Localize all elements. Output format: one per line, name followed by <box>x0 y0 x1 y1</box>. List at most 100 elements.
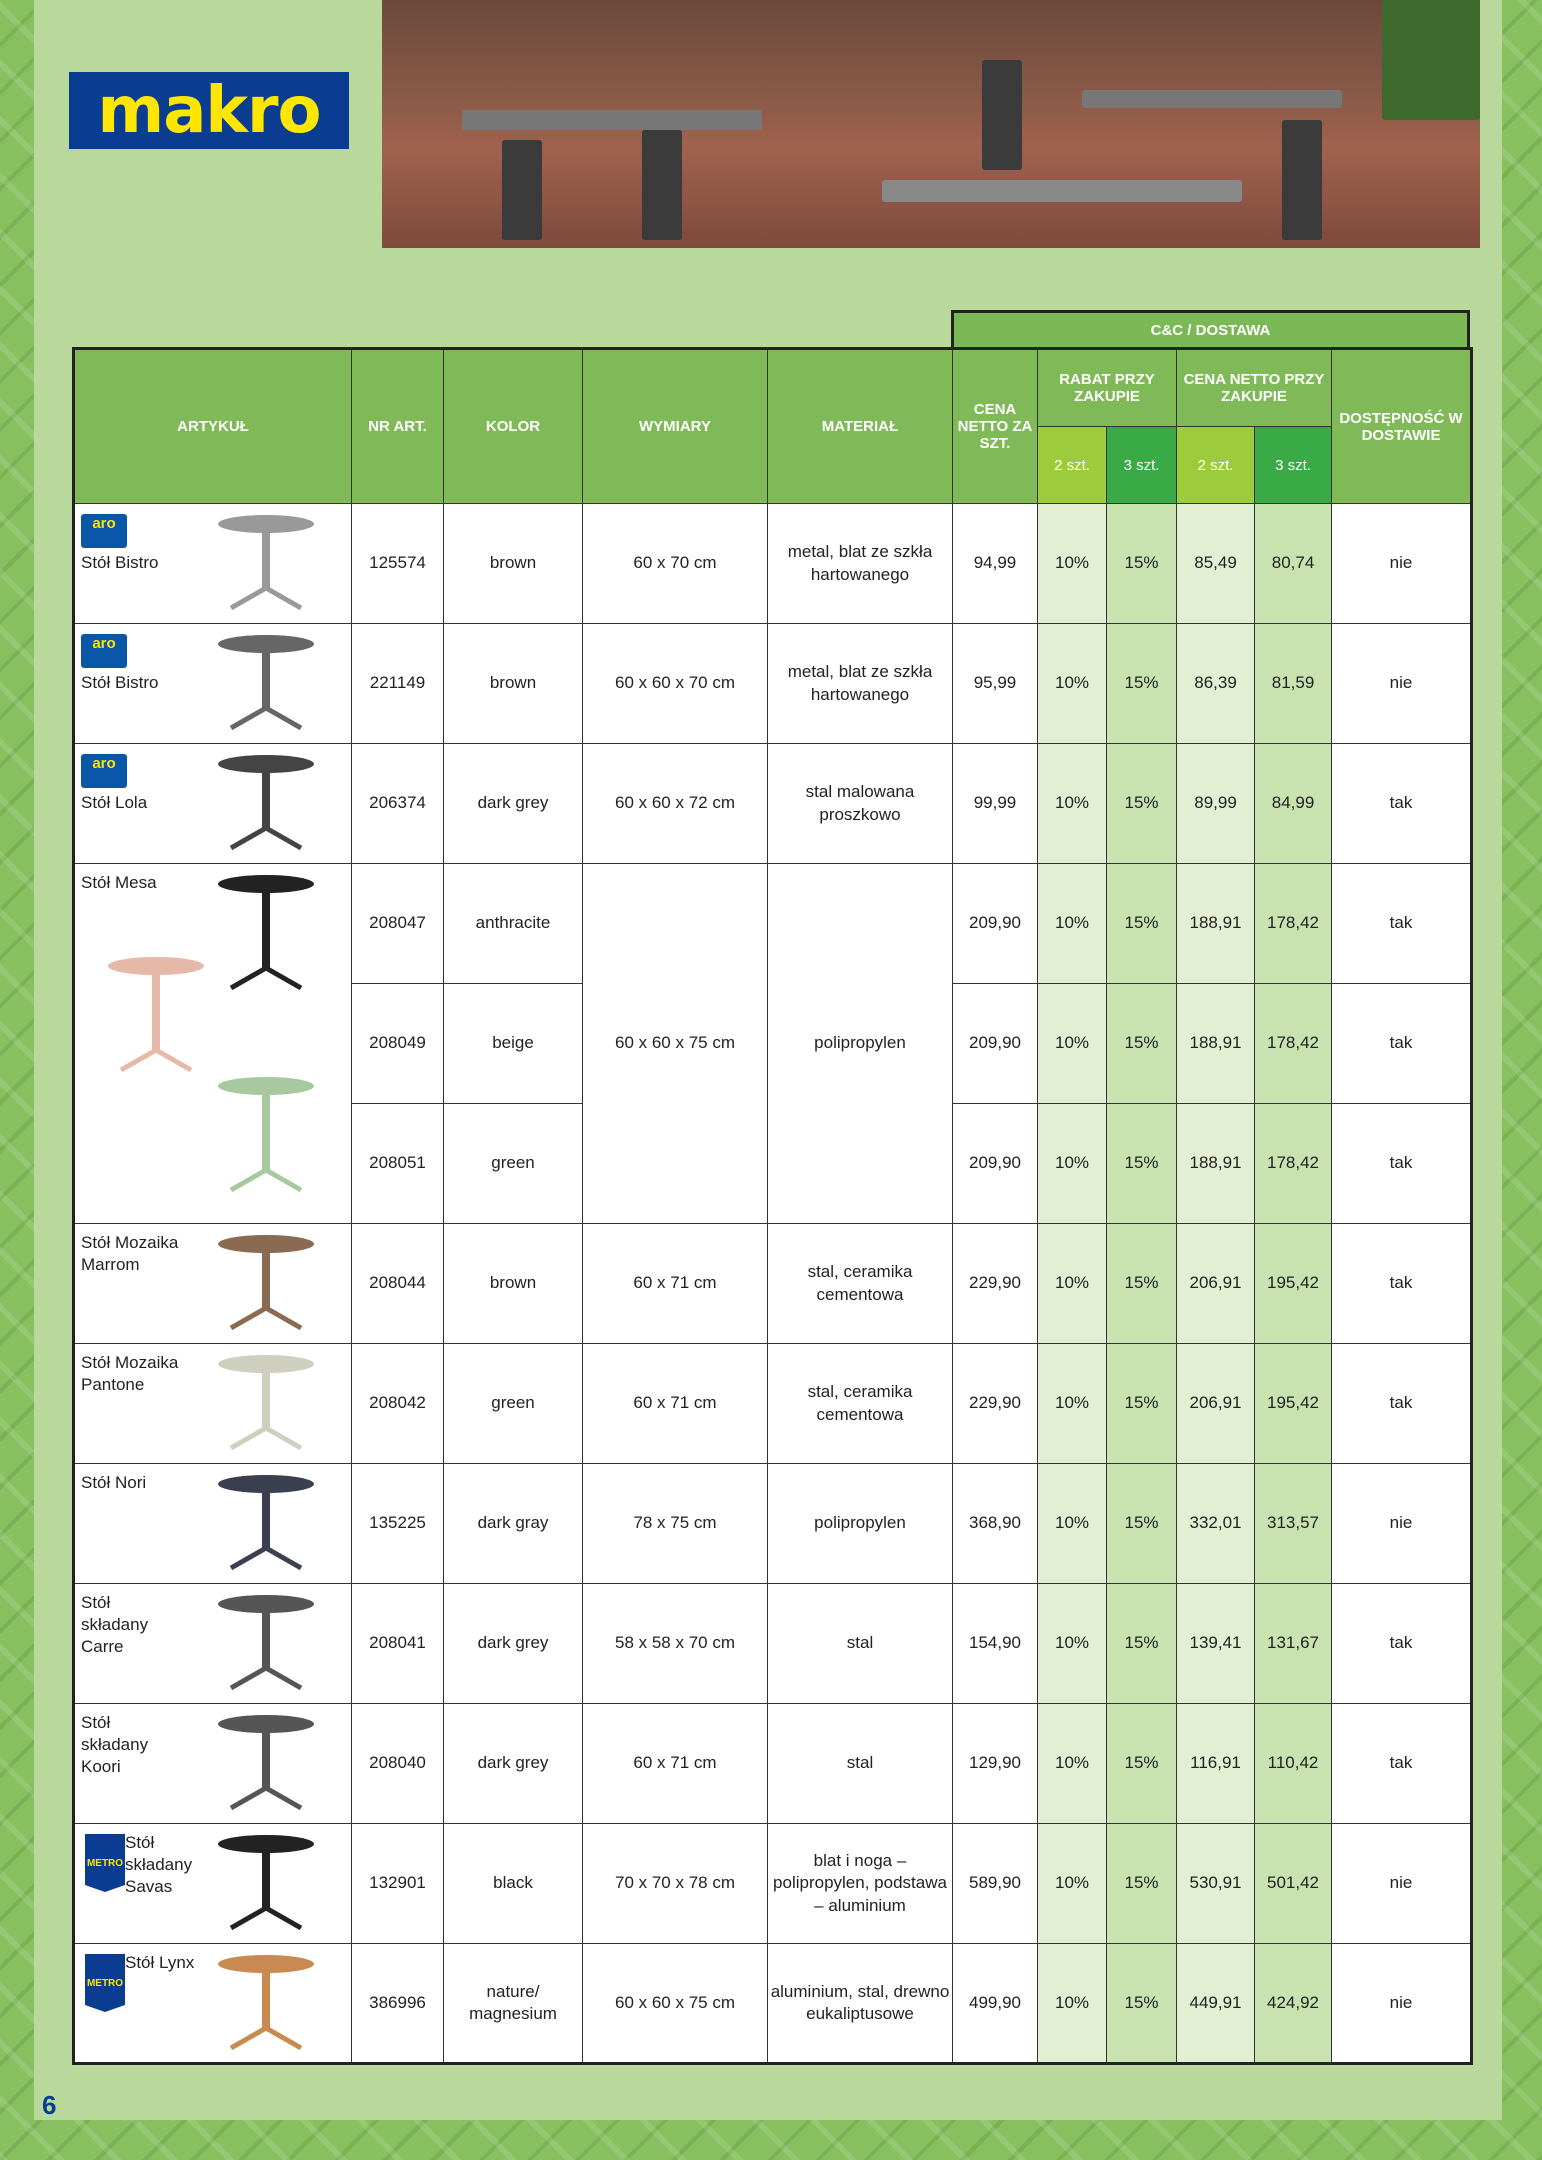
cell-c2: 86,39 <box>1176 623 1256 744</box>
aro-brand-logo: aro <box>81 514 127 548</box>
cell-c2: 89,99 <box>1176 743 1256 864</box>
cell-c3: 195,42 <box>1254 1223 1333 1344</box>
cell-dost: nie <box>1331 1823 1473 1944</box>
col-cena-3: 3 szt. <box>1254 426 1333 504</box>
cell-nr: 208051 <box>351 1103 444 1224</box>
cell-dost: tak <box>1331 1103 1473 1224</box>
cell-cena: 589,90 <box>952 1823 1038 1944</box>
cell-c2: 116,91 <box>1176 1703 1256 1824</box>
cell-wymiary: 60 x 60 x 75 cm <box>582 1943 768 2064</box>
cell-material: blat i noga – polipropylen, podstawa – a… <box>767 1823 953 1944</box>
table-row: Stół Nori 135225 dark gray 78 x 75 cm polipr… <box>73 1463 1473 1584</box>
cell-artykul: aro Stół Bistro <box>73 503 352 624</box>
table-product-image <box>218 1955 314 2051</box>
cell-r2: 10% <box>1037 863 1107 984</box>
cell-cena: 154,90 <box>952 1583 1038 1704</box>
table-product-image <box>218 755 314 851</box>
col-dostepnosc: DOSTĘPNOŚĆ W DOSTAWIE <box>1331 348 1473 504</box>
cell-c3: 84,99 <box>1254 743 1333 864</box>
cell-wymiary: 60 x 71 cm <box>582 1223 768 1344</box>
cell-wymiary: 60 x 60 x 70 cm <box>582 623 768 744</box>
page-number: 6 <box>42 2090 57 2120</box>
cell-cena: 209,90 <box>952 1103 1038 1224</box>
cell-wymiary: 60 x 60 x 75 cm <box>582 863 768 1224</box>
cell-dost: nie <box>1331 503 1473 624</box>
cell-artykul: METRO Stół Lynx <box>73 1943 352 2064</box>
col-rabat-2: 2 szt. <box>1037 426 1107 504</box>
cell-artykul: Stół Mozaika Marrom <box>73 1223 352 1344</box>
cell-artykul: Stół Mesa <box>73 863 352 1224</box>
cell-c2: 332,01 <box>1176 1463 1256 1584</box>
product-name: Stół Mozaika Pantone <box>81 1353 179 1395</box>
cell-nr: 386996 <box>351 1943 444 2064</box>
cell-r3: 15% <box>1105 1943 1178 2064</box>
cell-wymiary: 70 x 70 x 78 cm <box>582 1823 768 1944</box>
aro-brand-logo: aro <box>81 634 127 668</box>
cell-c3: 195,42 <box>1254 1343 1333 1464</box>
table-product-image <box>218 635 314 731</box>
cell-r3: 15% <box>1105 743 1178 864</box>
cell-c3: 178,42 <box>1254 863 1333 984</box>
cell-kolor: black <box>443 1823 583 1944</box>
cell-r3: 15% <box>1105 1103 1178 1224</box>
cell-r3: 15% <box>1105 503 1178 624</box>
table-row: Stół składany Carre 208041 dark grey 58 x 5… <box>73 1583 1473 1704</box>
cell-dost: tak <box>1331 983 1473 1104</box>
product-name: Stół Mesa <box>81 873 157 892</box>
cell-artykul: Stół składany Carre <box>73 1583 352 1704</box>
cell-artykul: METRO Stół składany Savas <box>73 1823 352 1944</box>
cell-artykul: Stół Nori <box>73 1463 352 1584</box>
cell-kolor: brown <box>443 503 583 624</box>
cell-dost: nie <box>1331 1943 1473 2064</box>
cell-artykul: aro Stół Bistro <box>73 623 352 744</box>
cell-material: polipropylen <box>767 1463 953 1584</box>
cell-c2: 188,91 <box>1176 983 1256 1104</box>
cell-kolor: green <box>443 1343 583 1464</box>
cell-material: stal <box>767 1583 953 1704</box>
product-name: Stół Bistro <box>81 553 159 572</box>
cell-nr: 208042 <box>351 1343 444 1464</box>
table-row: Stół Mozaika Marrom 208044 brown 60 x 71 cm… <box>73 1223 1473 1344</box>
cell-r3: 15% <box>1105 863 1178 984</box>
product-name: Stół Bistro <box>81 673 159 692</box>
cell-r2: 10% <box>1037 1823 1107 1944</box>
cell-kolor: dark grey <box>443 1583 583 1704</box>
cell-r2: 10% <box>1037 1943 1107 2064</box>
cell-material: stal <box>767 1703 953 1824</box>
cell-wymiary: 78 x 75 cm <box>582 1463 768 1584</box>
cell-dost: tak <box>1331 1583 1473 1704</box>
cell-cena: 229,90 <box>952 1343 1038 1464</box>
cell-material: metal, blat ze szkła hartowanego <box>767 503 953 624</box>
cell-material: polipropylen <box>767 863 953 1224</box>
cell-artykul: Stół Mozaika Pantone <box>73 1343 352 1464</box>
cell-cena: 499,90 <box>952 1943 1038 2064</box>
product-name: Stół składany Koori <box>81 1713 149 1777</box>
cell-nr: 208040 <box>351 1703 444 1824</box>
cell-r2: 10% <box>1037 503 1107 624</box>
cell-c2: 188,91 <box>1176 1103 1256 1224</box>
cell-r3: 15% <box>1105 1823 1178 1944</box>
cell-nr: 221149 <box>351 623 444 744</box>
cell-dost: nie <box>1331 1463 1473 1584</box>
cell-r3: 15% <box>1105 983 1178 1104</box>
cell-c2: 206,91 <box>1176 1343 1256 1464</box>
table-product-image <box>218 1835 314 1931</box>
cell-c2: 188,91 <box>1176 863 1256 984</box>
aro-brand-logo: aro <box>81 754 127 788</box>
cell-dost: nie <box>1331 623 1473 744</box>
cell-c2: 530,91 <box>1176 1823 1256 1944</box>
cell-cena: 209,90 <box>952 863 1038 984</box>
product-name: Stół składany Carre <box>81 1593 149 1657</box>
cell-cena: 209,90 <box>952 983 1038 1104</box>
table-product-image <box>218 1475 314 1571</box>
cell-r3: 15% <box>1105 1463 1178 1584</box>
cell-dost: tak <box>1331 743 1473 864</box>
cc-dostawa-header: C&C / DOSTAWA <box>951 310 1470 347</box>
table-product-image <box>108 957 204 1073</box>
col-cena: CENA NETTO ZA SZT. <box>952 348 1038 504</box>
cell-nr: 125574 <box>351 503 444 624</box>
table-product-image <box>218 1595 314 1691</box>
col-artykul: ARTYKUŁ <box>73 348 352 504</box>
cell-c3: 80,74 <box>1254 503 1333 624</box>
cell-material: stal malowana proszkowo <box>767 743 953 864</box>
